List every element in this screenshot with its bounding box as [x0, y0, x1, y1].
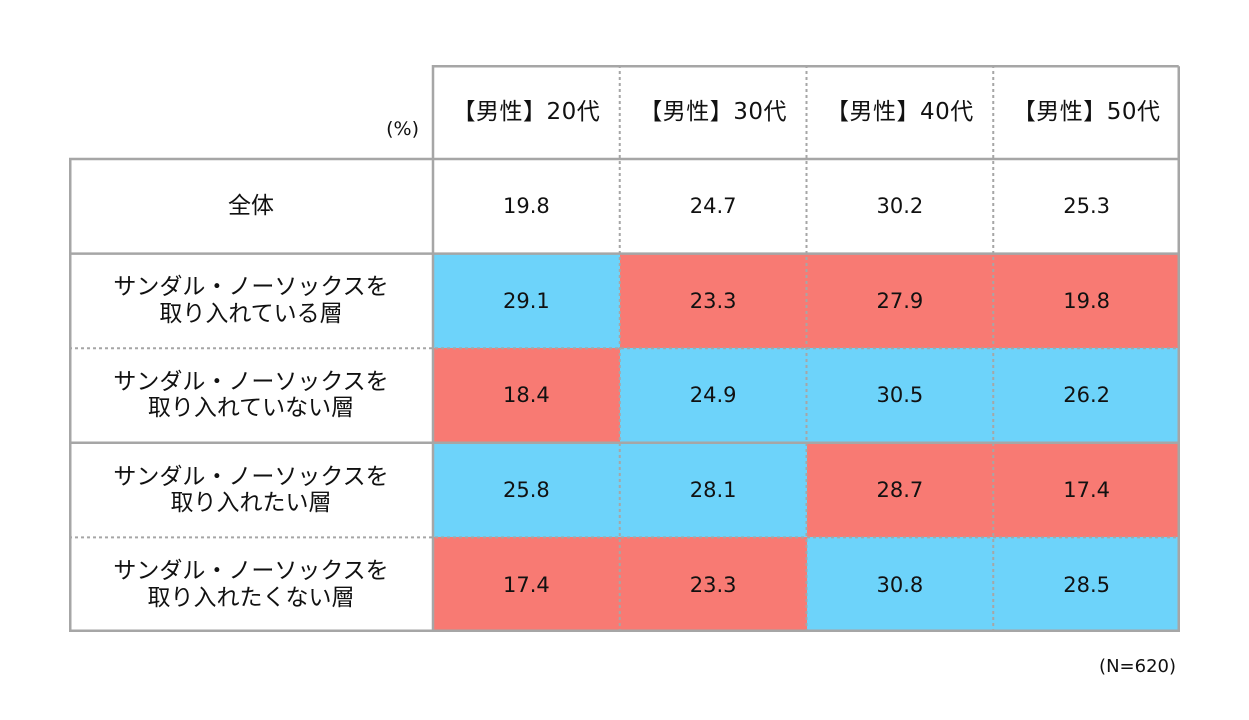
- data-cell: 19.8: [993, 253, 1180, 349]
- data-cell: 28.7: [806, 442, 994, 538]
- row-label: サンダル・ノーソックスを 取り入れている層: [113, 274, 389, 327]
- row-label: サンダル・ノーソックスを 取り入れていない層: [113, 369, 389, 422]
- data-cell: 23.3: [619, 537, 807, 632]
- data-cell: 24.7: [619, 159, 807, 254]
- data-cell: 25.8: [433, 442, 620, 538]
- data-table: (%) 【男性】20代 【男性】30代 【男性】40代 【男性】50代 全体 19.8 24…: [69, 65, 1180, 632]
- data-cell: 30.5: [806, 348, 994, 443]
- data-cell: 18.4: [433, 348, 620, 443]
- column-header: 【男性】20代: [452, 98, 601, 125]
- data-cell: 27.9: [806, 253, 994, 349]
- data-cell: 17.4: [433, 537, 620, 632]
- data-cell: 30.2: [806, 159, 994, 254]
- row-label: サンダル・ノーソックスを 取り入れたい層: [113, 463, 389, 517]
- data-cell: 17.4: [993, 442, 1180, 538]
- unit-label: (%): [386, 118, 419, 141]
- row-label: サンダル・ノーソックスを 取り入れたくない層: [113, 558, 389, 611]
- column-header: 【男性】50代: [1012, 98, 1161, 125]
- row-label: 全体: [228, 193, 274, 220]
- data-cell: 28.1: [619, 442, 807, 538]
- data-cell: 23.3: [619, 253, 807, 349]
- data-cell: 25.3: [993, 159, 1180, 254]
- data-cell: 30.8: [806, 537, 994, 632]
- data-cell: 29.1: [433, 253, 620, 349]
- data-cell: 24.9: [619, 348, 807, 443]
- data-cell: 26.2: [993, 348, 1180, 443]
- data-cell: 28.5: [993, 537, 1180, 632]
- column-header: 【男性】30代: [639, 98, 788, 125]
- column-header: 【男性】40代: [825, 98, 974, 125]
- data-cell: 19.8: [433, 159, 620, 254]
- sample-size-note: (N=620): [1099, 656, 1176, 677]
